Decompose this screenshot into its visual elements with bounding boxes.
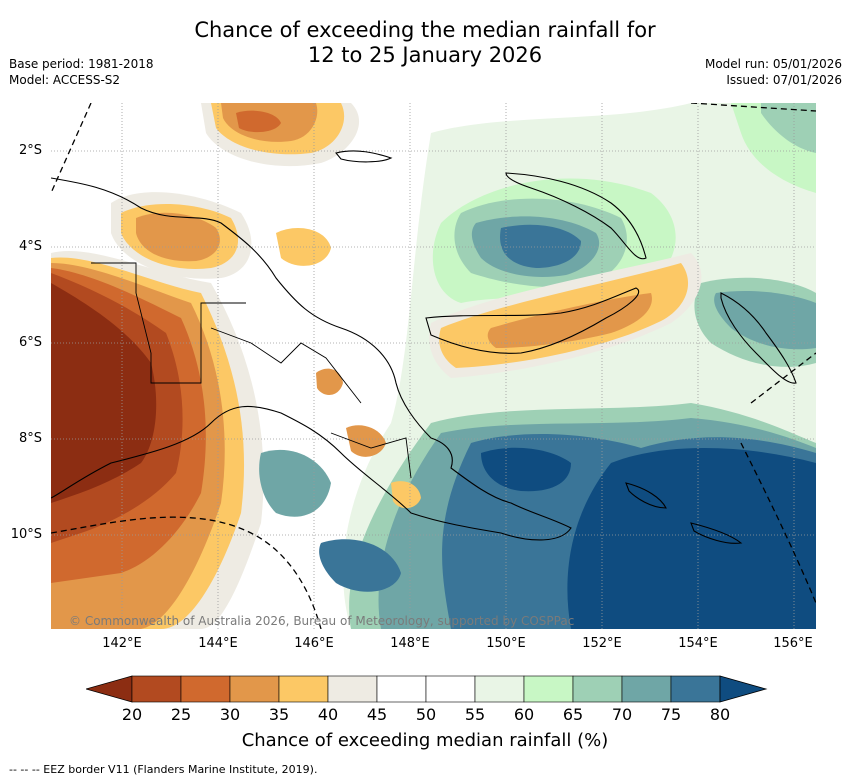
colorbar-arrow-low (84, 675, 133, 703)
eez-border-se (750, 352, 816, 404)
bougainville-coast (720, 292, 797, 384)
colorbar-seg-30-35 (229, 675, 280, 703)
colorbar-tick-40: 40 (317, 705, 339, 724)
lon-label-142e: 142°E (102, 636, 142, 651)
lat-label-10s: 10°S (10, 527, 42, 542)
new-ireland-coast (505, 172, 647, 260)
lon-label-144e: 144°E (198, 636, 238, 651)
colorbar-seg-55-60 (474, 675, 525, 703)
colorbar-tick-20: 20 (121, 705, 143, 724)
colorbar-seg-70-75 (621, 675, 672, 703)
new-guinea-coast (51, 177, 572, 541)
colorbar-arrow-high (719, 675, 768, 703)
colorbar-label: Chance of exceeding median rainfall (%) (241, 730, 609, 751)
lon-label-156e: 156°E (773, 636, 813, 651)
sw-teal-zone (259, 449, 331, 517)
colorbar-tick-35: 35 (268, 705, 290, 724)
solomon-island-2 (690, 522, 743, 544)
meta-left: Base period: 1981-2018 Model: ACCESS-S2 (9, 56, 154, 88)
central-blue-zone (481, 447, 571, 492)
colorbar-tick-55: 55 (464, 705, 486, 724)
province-border-3 (330, 432, 412, 479)
title-line-1: Chance of exceeding the median rainfall … (194, 18, 656, 42)
colorbar-tick-30: 30 (219, 705, 241, 724)
lon-label-150e: 150°E (486, 636, 526, 651)
colorbar (84, 675, 768, 709)
map-title: Chance of exceeding the median rainfall … (0, 18, 850, 68)
colorbar-seg-75-80 (670, 675, 721, 703)
probability-fill (51, 103, 816, 629)
ne-teal-zone (761, 103, 816, 153)
lon-label-148e: 148°E (390, 636, 430, 651)
eez-border-east (740, 442, 816, 604)
solomon-island-1 (625, 482, 667, 509)
colorbar-seg-40-45 (327, 675, 378, 703)
coastlines (51, 150, 797, 544)
lat-label-2s: 2°S (18, 143, 42, 158)
eez-border-sw (51, 516, 322, 629)
inland-dry-spot-2 (346, 425, 386, 457)
eez-borders (51, 103, 816, 629)
lon-label-146e: 146°E (294, 636, 334, 651)
lat-label-6s: 6°S (18, 335, 42, 350)
colorbar-seg-45-50 (376, 675, 427, 703)
se-dark-blue-zone (567, 448, 816, 629)
nb-orange-zone (487, 293, 652, 348)
colorbar-tick-45: 45 (366, 705, 388, 724)
colorbar-seg-35-40 (278, 675, 329, 703)
colorbar-tick-50: 50 (415, 705, 437, 724)
manus-coast (335, 150, 393, 163)
east-teal-zone (714, 291, 816, 350)
eez-border-north (690, 103, 816, 112)
colorbar-tick-75: 75 (660, 705, 682, 724)
colorbar-tick-70: 70 (611, 705, 633, 724)
colorbar-tick-80: 80 (709, 705, 731, 724)
colorbar-seg-50-55 (425, 675, 476, 703)
colorbar-tick-60: 60 (513, 705, 535, 724)
colorbar-seg-25-30 (180, 675, 231, 703)
eez-footnote: -- -- -- EEZ border V11 (Flanders Marine… (9, 763, 318, 776)
north-blue-zone (500, 224, 581, 268)
new-britain-coast (425, 287, 639, 354)
meta-right: Model run: 05/01/2026 Issued: 07/01/2026 (705, 56, 842, 88)
rainfall-map (51, 103, 816, 629)
eez-border-west (51, 103, 92, 194)
nw-orange-zone (136, 212, 220, 262)
title-line-2: 12 to 25 January 2026 (307, 43, 543, 67)
province-border-2 (210, 327, 362, 404)
issued-date: Issued: 07/01/2026 (726, 73, 842, 87)
map-canvas (51, 103, 816, 629)
lat-label-4s: 4°S (18, 239, 42, 254)
colorbar-seg-60-65 (523, 675, 574, 703)
model-name: Model: ACCESS-S2 (9, 73, 121, 87)
lon-label-152e: 152°E (582, 636, 622, 651)
colorbar-tick-25: 25 (170, 705, 192, 724)
south-blue-zone (319, 539, 401, 592)
inland-dry-spot-1 (316, 368, 343, 395)
colorbar-seg-20-25 (131, 675, 182, 703)
model-run: Model run: 05/01/2026 (704, 57, 842, 71)
colorbar-tick-65: 65 (562, 705, 584, 724)
base-period: Base period: 1981-2018 (9, 57, 154, 71)
lat-label-8s: 8°S (18, 431, 42, 446)
top-dark-orange-zone (236, 110, 281, 133)
colorbar-seg-65-70 (572, 675, 623, 703)
grid-lines (51, 103, 816, 629)
lon-label-154e: 154°E (678, 636, 718, 651)
sw-dark-brown-zone (51, 283, 157, 503)
colorbar-svg (84, 675, 768, 703)
province-border-1 (91, 262, 246, 384)
copyright-notice: © Commonwealth of Australia 2026, Bureau… (69, 614, 575, 628)
